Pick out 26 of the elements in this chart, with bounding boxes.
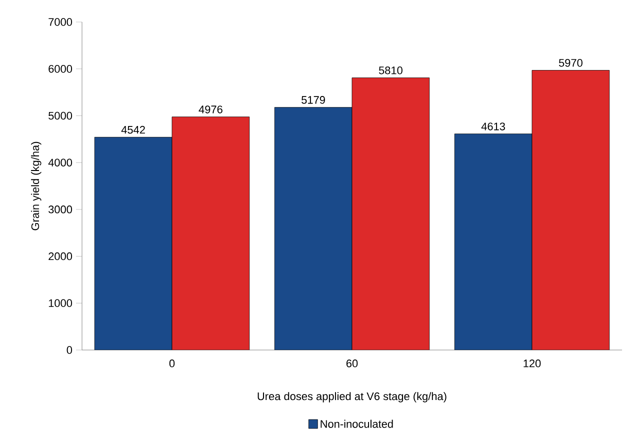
x-tick-label: 120 [524,360,541,368]
data-label: 4542 [121,126,145,134]
bar [532,70,610,350]
data-label: 5179 [302,96,325,104]
y-tick-label: 6000 [48,64,72,73]
x-tick-label: 60 [346,360,358,368]
y-tick-label: 0 [66,346,72,354]
y-tick-label: 7000 [48,18,72,26]
bar [94,136,172,350]
y-tick-label: 4000 [48,158,72,166]
data-label: 5810 [378,66,402,74]
bar [352,78,430,350]
y-tick-label: 5000 [48,112,72,120]
bar [274,107,352,350]
y-tick-label: 2000 [48,252,72,260]
data-label: 4613 [481,122,506,130]
y-axis-title: Grain yield (kg/ha) [31,142,42,230]
bar [454,134,532,350]
x-axis-title: Urea doses applied at V6 stage (kg/ha) [258,392,446,402]
legend-label: Non-inoculated [320,420,393,428]
y-tick-label: 3000 [48,206,72,214]
x-tick-label: 0 [169,360,175,368]
bar [172,116,250,350]
data-label: 5970 [558,58,582,67]
data-label: 4976 [198,106,222,114]
y-tick-label: 1000 [48,299,72,308]
